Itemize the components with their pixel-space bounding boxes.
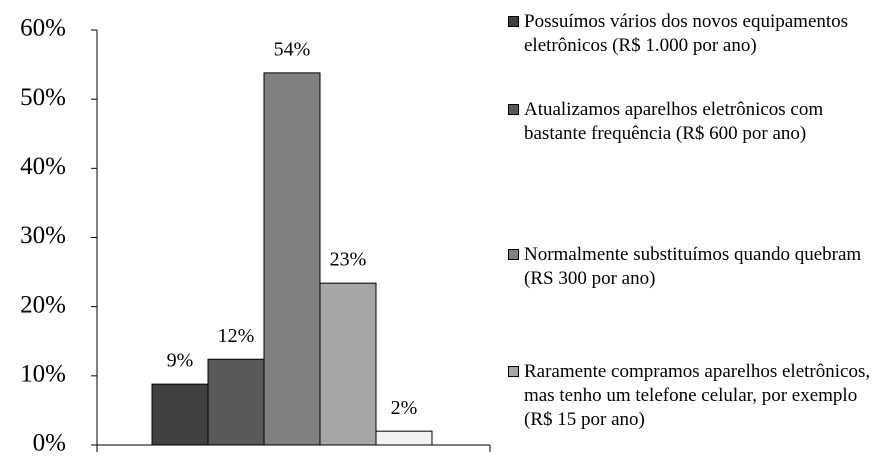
legend-swatch [508,16,519,27]
legend-entry: Normalmente substituímos quando quebram … [508,243,874,291]
y-tick-label: 20% [20,291,66,318]
legend-label: Atualizamos aparelhos eletrônicos com ba… [524,99,824,144]
y-tick-label: 40% [20,153,66,180]
value-label: 23% [330,249,367,271]
legend-swatch [508,249,519,260]
value-label: 12% [218,325,255,347]
legend-swatch [508,366,519,377]
legend-entry: Atualizamos aparelhos eletrônicos com ba… [508,98,874,146]
y-tick-label: 60% [20,15,66,42]
legend-swatch [508,104,519,115]
y-tick-label: 50% [20,84,66,111]
y-tick-label: 30% [20,222,66,249]
bar [263,72,321,446]
value-label: 2% [391,397,418,419]
legend-entry: Possuímos vários dos novos equipamentos … [508,10,874,58]
bar [319,282,377,446]
bar [151,383,209,446]
value-label: 54% [274,38,311,60]
legend-label: Possuímos vários dos novos equipamentos … [524,11,849,56]
value-label: 9% [167,350,194,372]
y-tick-label: 0% [33,430,66,457]
legend-entry: Raramente compramos aparelhos eletrônico… [508,360,874,432]
legend-label: Raramente compramos aparelhos eletrônico… [524,361,871,430]
bar [375,430,433,446]
legend-label: Normalmente substituímos quando quebram … [524,244,862,289]
bar [207,358,265,446]
y-tick-label: 10% [20,361,66,388]
